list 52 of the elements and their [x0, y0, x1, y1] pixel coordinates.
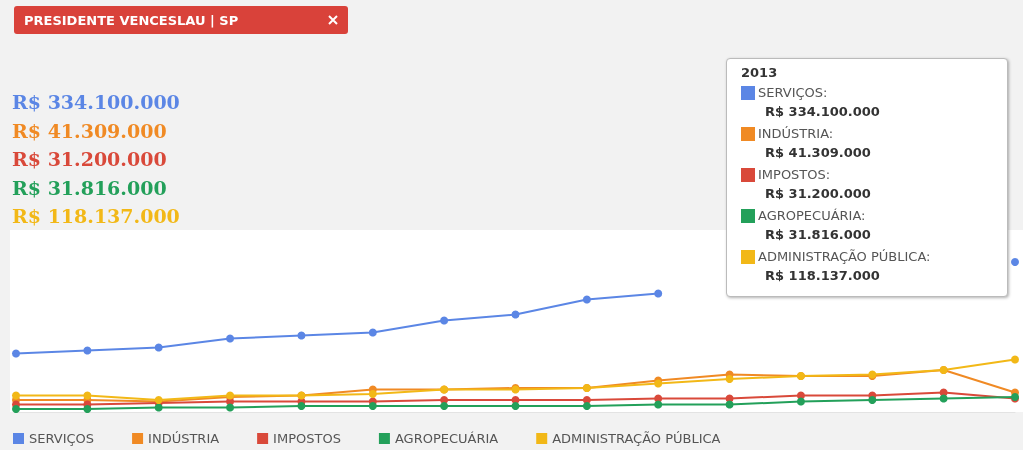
point — [12, 391, 20, 400]
annotation: ADMINISTRAÇÃO PÚBLICA: — [758, 248, 931, 266]
point — [12, 405, 20, 413]
text: R$ 31.816.000 — [12, 175, 168, 201]
point — [368, 402, 377, 410]
point — [582, 402, 591, 410]
legend-label: IMPOSTOS — [273, 431, 341, 446]
legend-label: ADMINISTRAÇÃO PÚBLICA — [552, 431, 721, 446]
point — [796, 397, 805, 406]
point — [83, 391, 92, 400]
point — [83, 346, 92, 355]
point — [440, 316, 449, 325]
chart-title: PRESIDENTE VENCESLAU | SP — [24, 12, 239, 28]
text: R$ 41.309.000 — [764, 144, 872, 162]
point — [511, 310, 520, 319]
text: R$ 334.100.000 — [764, 103, 881, 121]
point — [297, 402, 306, 410]
point — [511, 402, 520, 410]
text: R$ 334.100.000 — [12, 90, 180, 115]
text: R$ 41.309.000 — [12, 118, 168, 144]
point — [582, 295, 591, 304]
point — [654, 400, 663, 409]
text: INDÚSTRIA: — [758, 125, 834, 143]
point — [725, 400, 734, 409]
point — [12, 349, 20, 358]
point — [440, 402, 449, 410]
text: R$ 31.200.000 — [12, 147, 168, 172]
point — [1011, 258, 1019, 266]
point — [654, 289, 663, 298]
point — [226, 334, 235, 343]
point — [83, 405, 92, 413]
text: 2013 — [741, 65, 779, 80]
point — [154, 403, 163, 412]
text: IMPOSTOS: — [758, 166, 831, 184]
point — [297, 331, 306, 340]
legend-label: AGROPECUÁRIA — [394, 431, 499, 446]
text: SERVIÇOS: — [758, 84, 828, 102]
legend-label: INDÚSTRIA — [148, 431, 220, 446]
text: AGROPECUÁRIA: — [758, 207, 866, 225]
point — [368, 390, 377, 398]
point — [939, 394, 948, 403]
legend-label: SERVIÇOS — [29, 431, 95, 446]
point — [725, 375, 734, 383]
point — [226, 403, 235, 412]
text: R$ 31.200.000 — [764, 185, 872, 203]
point — [868, 396, 877, 404]
point — [368, 328, 377, 337]
annotation: R$ 118.137.000 — [764, 267, 881, 285]
text: R$ 31.816.000 — [764, 226, 872, 244]
point — [154, 343, 163, 352]
point — [1011, 355, 1019, 364]
text: R$ 118.137.000 — [12, 204, 180, 229]
